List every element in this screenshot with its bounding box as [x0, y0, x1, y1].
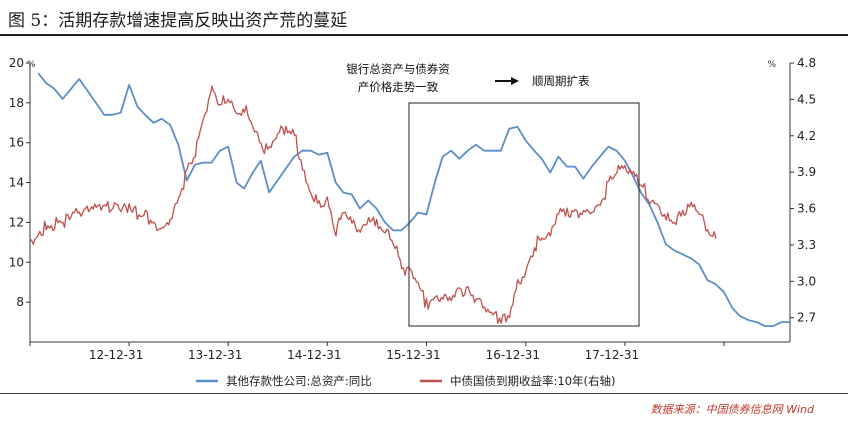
legend: 其他存款性公司:总资产:同比 中债国债到期收益率:10年(右轴)	[196, 374, 615, 388]
right-tick-label: 3.3	[797, 238, 816, 252]
right-tick-label: 4.5	[797, 92, 816, 106]
right-tick-label: 4.2	[797, 129, 816, 143]
right-tick-label: 3.0	[797, 274, 816, 288]
source-rule	[0, 393, 848, 394]
left-tick-label: 14	[9, 176, 24, 190]
left-axis-unit: %	[27, 60, 36, 70]
left-axis: % 8 10 12 14 16 18 20	[9, 56, 36, 309]
x-tick-label: 14-12-31	[287, 348, 341, 362]
right-tick-label: 3.9	[797, 165, 816, 179]
series-line-1	[37, 72, 790, 327]
x-axis: 12-12-31 13-12-31 14-12-31 15-12-31 16-12-31…	[29, 342, 725, 362]
plot-frame	[29, 63, 791, 343]
x-tick-label: 15-12-31	[386, 348, 440, 362]
right-axis-unit: %	[767, 60, 776, 70]
left-tick-label: 16	[9, 136, 24, 150]
annotation-text-line1: 银行总资产与债券资	[346, 62, 450, 76]
annotation-text-line2: 产价格走势一致	[358, 80, 439, 94]
left-tick-label: 20	[9, 56, 24, 70]
left-tick-label: 8	[16, 295, 24, 309]
left-tick-label: 10	[9, 255, 24, 269]
left-tick-label: 12	[9, 215, 24, 229]
right-tick-label: 3.6	[797, 202, 816, 216]
title-rule	[0, 34, 848, 36]
right-tick-label: 2.7	[797, 311, 816, 325]
x-tick-label: 16-12-31	[486, 348, 540, 362]
legend-label-2: 中债国债到期收益率:10年(右轴)	[450, 374, 615, 388]
series-line-2	[29, 85, 717, 325]
x-tick-label: 12-12-31	[89, 348, 143, 362]
legend-label-1: 其他存款性公司:总资产:同比	[226, 374, 372, 388]
annotation-arrow-label: 顺周期扩表	[532, 74, 590, 88]
left-tick-label: 18	[9, 96, 24, 110]
right-axis: % 2.7 3.0 3.3 3.6 3.9 4.2 4.5 4.8	[767, 56, 816, 325]
x-tick-label: 13-12-31	[188, 348, 242, 362]
arrow-right-icon	[511, 77, 519, 85]
series-layer	[29, 72, 790, 327]
figure-title: 图 5：活期存款增速提高反映出资产荒的蔓延	[8, 11, 348, 31]
x-tick-label: 17-12-31	[585, 348, 639, 362]
annotation: 银行总资产与债券资 产价格走势一致 顺周期扩表	[346, 62, 640, 327]
source-text: 数据来源：中国债券信息网 Wind	[650, 403, 814, 416]
right-tick-label: 4.8	[797, 56, 816, 70]
annotation-box	[408, 102, 640, 327]
